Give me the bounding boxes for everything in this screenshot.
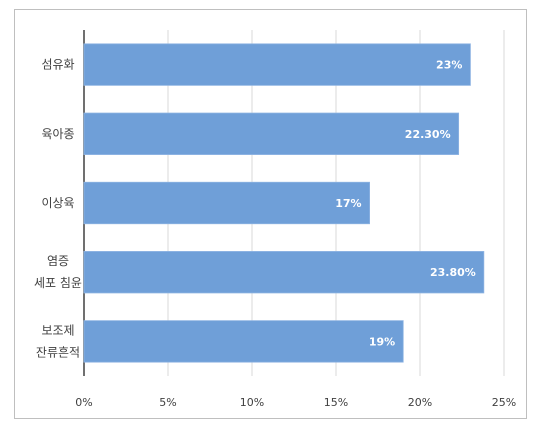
category-label-0: 섬유화 — [41, 58, 74, 72]
bar-1 — [83, 112, 460, 155]
x-tick-label-0: 0% — [75, 396, 92, 409]
category-label-2: 이상육 — [41, 196, 74, 210]
bar-4 — [83, 320, 404, 363]
x-tick-label-1: 5% — [159, 396, 176, 409]
category-label-3-1: 세포 침윤 — [34, 276, 82, 290]
x-tick-label-4: 20% — [408, 396, 432, 409]
bar-0 — [83, 43, 471, 86]
category-label-3-0: 염증 — [47, 254, 69, 268]
data-label-3: 23.80% — [430, 266, 476, 279]
category-label-4-1: 잔류흔적 — [36, 345, 80, 359]
x-tick-label-2: 10% — [240, 396, 264, 409]
x-tick-label-3: 15% — [324, 396, 348, 409]
data-label-4: 19% — [369, 335, 395, 348]
data-label-2: 17% — [335, 197, 361, 210]
category-label-1: 육아종 — [41, 127, 74, 141]
x-tick-label-5: 25% — [492, 396, 516, 409]
data-label-1: 22.30% — [405, 128, 451, 141]
bar-2 — [83, 181, 371, 225]
category-label-4-0: 보조제 — [41, 323, 74, 337]
data-label-0: 23% — [436, 59, 462, 72]
bar-3 — [83, 251, 485, 294]
